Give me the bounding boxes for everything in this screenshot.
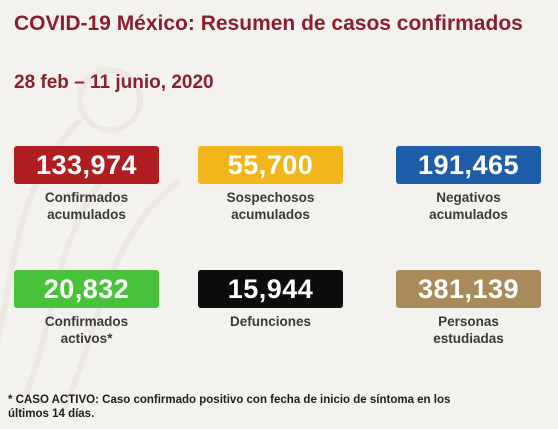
stat-label: Confirmados acumulados	[14, 189, 159, 223]
stat-negativos-acumulados: 191,465 Negativos acumulados	[396, 146, 541, 223]
stat-label-line1: Confirmados	[44, 314, 129, 329]
date-range: 28 feb – 11 junio, 2020	[14, 72, 214, 93]
stat-value-box: 381,139	[396, 270, 541, 308]
footnote-line2: últimos 14 días.	[8, 408, 95, 420]
stat-personas-estudiadas: 381,139 Personas estudiadas	[396, 270, 541, 347]
stat-label-line2: acumulados	[231, 207, 310, 222]
background-ornament	[0, 67, 182, 417]
stat-label: Defunciones	[198, 313, 343, 330]
stat-label-line1: Sospechosos	[226, 190, 315, 205]
stat-label-line2: activos*	[60, 331, 113, 346]
stat-sospechosos-acumulados: 55,700 Sospechosos acumulados	[198, 146, 343, 223]
stat-label: Personas estudiadas	[396, 313, 541, 347]
stat-label-line1: Personas	[438, 314, 499, 329]
stat-label-line1: Negativos	[436, 190, 501, 205]
footnote: * CASO ACTIVO: Caso confirmado positivo …	[8, 393, 548, 421]
stat-value-box: 15,944	[198, 270, 343, 308]
stat-value-box: 55,700	[198, 146, 343, 184]
stat-label-line1: Defunciones	[229, 314, 311, 329]
stat-value-box: 191,465	[396, 146, 541, 184]
stat-label: Confirmados activos*	[14, 313, 159, 347]
stat-label-line1: Confirmados	[44, 190, 129, 205]
stat-defunciones: 15,944 Defunciones	[198, 270, 343, 330]
stat-label: Negativos acumulados	[396, 189, 541, 223]
stat-label-line2: estudiadas	[433, 331, 504, 346]
page-title: COVID-19 México: Resumen de casos confir…	[14, 12, 523, 35]
stat-value-box: 133,974	[14, 146, 159, 184]
stat-label-line2: acumulados	[47, 207, 126, 222]
stat-confirmados-acumulados: 133,974 Confirmados acumulados	[14, 146, 159, 223]
stat-confirmados-activos: 20,832 Confirmados activos*	[14, 270, 159, 347]
footnote-line1: * CASO ACTIVO: Caso confirmado positivo …	[8, 394, 451, 406]
stat-label-line2: acumulados	[429, 207, 508, 222]
stat-label: Sospechosos acumulados	[198, 189, 343, 223]
stat-value-box: 20,832	[14, 270, 159, 308]
